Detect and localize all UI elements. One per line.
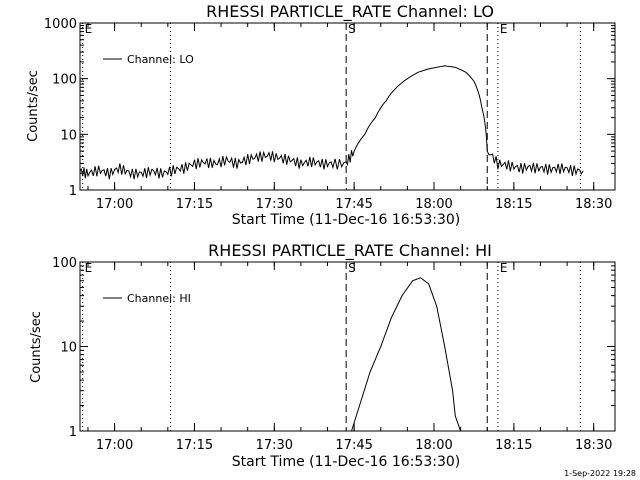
x-tick-label: 17:15	[176, 197, 213, 212]
y-tick-label: 100	[52, 73, 77, 88]
event-marker-label: S	[348, 22, 356, 36]
axes-layer: 17:00 17:15 17:30 17:45 18:00 18:15 18:30 1 10 10…	[52, 256, 616, 453]
y-tick-label: 1	[69, 425, 77, 440]
x-tick-label: 17:15	[176, 438, 213, 453]
event-marker-label: E	[500, 22, 508, 36]
x-tick-label: 17:00	[96, 438, 133, 453]
legend-label: Channel: LO	[127, 53, 194, 66]
x-tick-label: 18:30	[575, 438, 612, 453]
event-marker-label: E	[85, 261, 93, 275]
generation-timestamp: 1-Sep-2022 19:28	[564, 469, 636, 478]
series-layer	[79, 65, 584, 180]
legend: Channel: LO	[103, 53, 194, 66]
series-line	[351, 277, 462, 432]
event-marker-label: E	[85, 22, 93, 36]
x-tick-label: 17:30	[256, 438, 293, 453]
y-tick-label: 10	[60, 128, 77, 143]
y-axis-label: Counts/sec	[29, 311, 44, 383]
x-tick-label: 18:30	[575, 197, 612, 212]
y-axis-label: Counts/sec	[26, 70, 41, 142]
chart-title: RHESSI PARTICLE_RATE Channel: HI	[208, 241, 492, 261]
x-tick-label: 18:15	[495, 438, 532, 453]
y-tick-label: 1	[69, 184, 77, 199]
y-tick-label: 100	[52, 256, 77, 271]
x-tick-label: 17:30	[256, 197, 293, 212]
x-tick-label: 18:00	[415, 197, 452, 212]
y-tick-label: 1000	[44, 17, 77, 32]
x-axis-label: Start Time (11-Dec-16 16:53:30)	[232, 454, 460, 470]
x-axis-label: Start Time (11-Dec-16 16:53:30)	[232, 212, 460, 228]
x-tick-label: 18:00	[415, 438, 452, 453]
legend: Channel: HI	[103, 292, 191, 305]
series-layer	[351, 277, 462, 432]
series-line	[79, 65, 584, 180]
y-tick-label: 10	[60, 341, 77, 356]
x-tick-label: 18:15	[495, 197, 532, 212]
legend-label: Channel: HI	[127, 292, 191, 305]
chart-title: RHESSI PARTICLE_RATE Channel: LO	[206, 2, 494, 22]
event-marker-label: E	[500, 261, 508, 275]
axes-layer: 17:00 17:15 17:30 17:45 18:00 18:15 18:30 1 10 10…	[44, 17, 616, 212]
plot-frame	[79, 261, 616, 432]
x-tick-label: 17:45	[335, 197, 372, 212]
x-tick-label: 17:00	[96, 197, 133, 212]
x-tick-label: 17:45	[335, 438, 372, 453]
event-marker-label: S	[348, 261, 356, 275]
chart-panel-lo: RHESSI PARTICLE_RATE Channel: LO Start T…	[26, 2, 616, 228]
chart-panel-hi: RHESSI PARTICLE_RATE Channel: HI Start T…	[29, 241, 616, 470]
plot-frame	[79, 22, 616, 191]
